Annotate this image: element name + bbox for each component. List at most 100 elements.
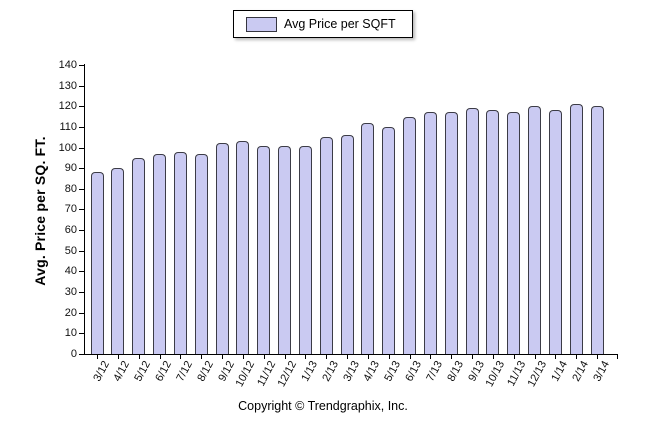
bar (528, 106, 542, 354)
x-tick (201, 355, 202, 359)
bar (590, 106, 604, 354)
x-tick-label-text: 3/12 (90, 359, 112, 384)
legend-swatch (246, 16, 277, 32)
x-tick (97, 355, 98, 359)
y-tick-label: 140 (58, 59, 77, 71)
x-tick (555, 355, 556, 359)
bar (486, 110, 500, 354)
x-tick-label-text: 11/12 (255, 359, 279, 389)
y-tick (79, 106, 84, 107)
bar (361, 122, 375, 354)
y-tick (79, 65, 84, 66)
bar (278, 145, 292, 354)
y-tick-label: 100 (58, 142, 77, 154)
bar (465, 108, 479, 354)
x-tick-label-text: 5/13 (382, 359, 404, 384)
x-tick (305, 355, 306, 359)
y-tick-label: 50 (64, 245, 77, 257)
y-tick (79, 189, 84, 190)
bar (194, 153, 208, 354)
y-tick-label: 130 (58, 80, 77, 92)
x-axis-end-tick (617, 355, 618, 359)
y-tick-label: 120 (58, 100, 77, 112)
x-tick (389, 355, 390, 359)
y-tick (79, 313, 84, 314)
bar (569, 104, 583, 354)
x-axis-line (84, 354, 618, 355)
x-tick-label-text: 7/13 (424, 359, 446, 384)
bar (132, 157, 146, 354)
x-tick-label-text: 12/13 (525, 359, 550, 389)
x-tick-label-text: 1/14 (549, 359, 571, 384)
y-tick (79, 354, 84, 355)
bar (444, 112, 458, 354)
x-tick-label-text: 9/13 (466, 359, 487, 384)
bar (548, 110, 562, 354)
x-tick-label-text: 4/13 (361, 359, 383, 384)
x-tick-label-text: 6/12 (153, 359, 175, 384)
x-tick-label-text: 3/14 (591, 359, 612, 384)
y-tick-label: 80 (64, 183, 77, 195)
x-tick (368, 355, 369, 359)
y-tick-label: 90 (64, 162, 77, 174)
x-tick-label-text: 8/13 (445, 359, 466, 384)
bar (319, 137, 333, 354)
x-tick (514, 355, 515, 359)
x-tick-label-text: 8/12 (195, 359, 216, 384)
y-tick (79, 209, 84, 210)
x-tick (139, 355, 140, 359)
x-tick-label-text: 11/13 (505, 359, 529, 389)
bar (173, 151, 187, 354)
x-tick-label-text: 2/14 (570, 359, 591, 384)
y-tick-label: 110 (59, 121, 77, 133)
y-tick (79, 230, 84, 231)
x-tick-label-text: 3/13 (341, 359, 362, 384)
y-axis-line (84, 64, 85, 355)
x-tick-label-text: 10/13 (484, 359, 508, 389)
x-tick-label-text: 9/12 (215, 359, 237, 384)
y-tick (79, 168, 84, 169)
x-tick-label-text: 1/13 (299, 359, 320, 384)
x-tick (118, 355, 119, 359)
bar (403, 116, 417, 354)
x-tick (451, 355, 452, 359)
x-tick (576, 355, 577, 359)
y-tick-label: 10 (64, 327, 77, 339)
bar (236, 141, 250, 354)
y-tick (79, 148, 84, 149)
x-tick-label-text: 7/12 (174, 359, 195, 384)
y-tick (79, 251, 84, 252)
x-tick (472, 355, 473, 359)
y-tick-label: 40 (64, 265, 77, 277)
bar (340, 135, 354, 354)
x-tick (160, 355, 161, 359)
x-tick-label-text: 6/13 (403, 359, 425, 384)
bar (90, 172, 104, 354)
y-tick (79, 333, 84, 334)
x-tick-label-text: 10/12 (233, 359, 258, 389)
x-tick (222, 355, 223, 359)
chart-legend: Avg Price per SQFT (233, 10, 413, 38)
y-tick-label: 60 (64, 224, 77, 236)
y-tick-label: 20 (64, 307, 77, 319)
legend-label: Avg Price per SQFT (284, 17, 396, 31)
x-tick-label-text: 12/12 (275, 359, 300, 389)
bar (215, 143, 229, 354)
y-tick (79, 127, 84, 128)
y-tick-label: 0 (70, 348, 77, 360)
x-tick (243, 355, 244, 359)
y-axis-title: Avg. Price per SQ. FT. (32, 136, 48, 286)
x-tick (264, 355, 265, 359)
x-tick (493, 355, 494, 359)
bar (153, 153, 167, 354)
x-tick (410, 355, 411, 359)
x-tick (535, 355, 536, 359)
bar (111, 168, 125, 354)
copyright-text: Copyright © Trendgraphix, Inc. (238, 399, 408, 413)
x-tick-label-text: 2/13 (320, 359, 341, 384)
y-tick-label: 30 (64, 286, 77, 298)
x-tick-label-text: 5/12 (132, 359, 154, 384)
x-tick (347, 355, 348, 359)
x-tick (430, 355, 431, 359)
